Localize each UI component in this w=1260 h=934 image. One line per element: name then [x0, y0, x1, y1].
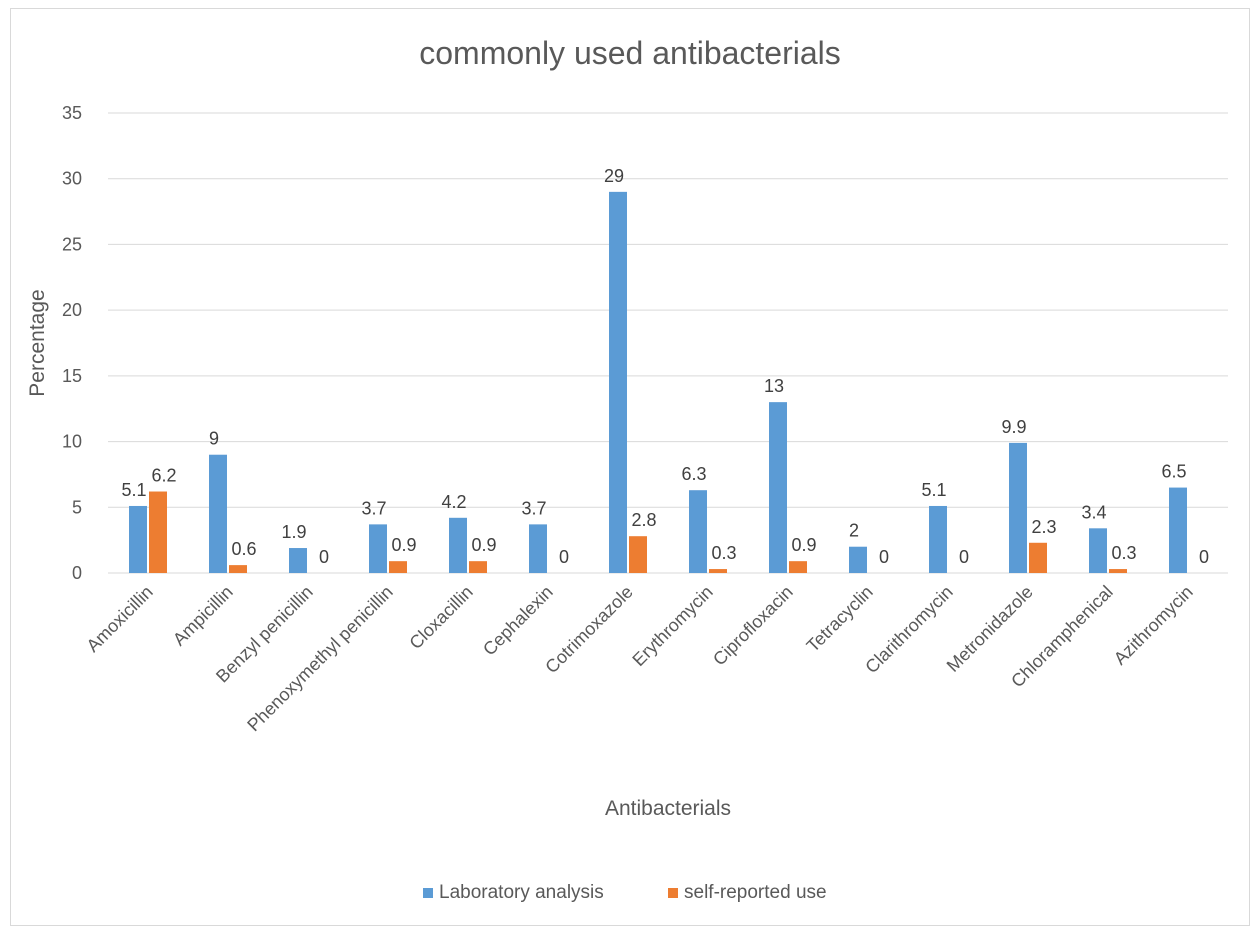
- y-tick-label: 5: [72, 497, 82, 517]
- y-tick-label: 35: [62, 103, 82, 123]
- legend-swatch: [423, 888, 433, 898]
- legend: Laboratory analysis self-reported use: [423, 882, 827, 903]
- x-category-label: Tetracyclin: [803, 582, 877, 656]
- bar: [389, 561, 407, 573]
- y-tick-label: 10: [62, 432, 82, 452]
- bar: [149, 491, 167, 573]
- data-labels: 5.16.290.61.903.70.94.20.93.70292.86.30.…: [121, 166, 1209, 567]
- bar: [1089, 528, 1107, 573]
- bar: [769, 402, 787, 573]
- y-tick-label: 15: [62, 366, 82, 386]
- data-label: 4.2: [441, 492, 466, 512]
- data-label: 0.6: [231, 539, 256, 559]
- data-label: 3.7: [521, 498, 546, 518]
- bar: [609, 191, 627, 573]
- data-label: 2.8: [631, 510, 656, 530]
- x-category-label: Cloxacillin: [405, 582, 476, 653]
- data-label: 5.1: [121, 480, 146, 500]
- bar: [709, 569, 727, 573]
- data-label: 1.9: [281, 522, 306, 542]
- chart-title: commonly used antibacterials: [419, 35, 841, 71]
- x-category-label: Phenoxymethyl penicillin: [243, 582, 397, 736]
- bar: [1029, 542, 1047, 573]
- y-tick-label: 25: [62, 234, 82, 254]
- bar: [289, 548, 307, 573]
- y-axis-ticks: 0 5 10 15 20 25 30 35: [62, 103, 82, 583]
- x-category-label: Ampicillin: [169, 582, 237, 650]
- y-tick-label: 20: [62, 300, 82, 320]
- bar: [209, 454, 227, 573]
- data-label: 0.9: [471, 535, 496, 555]
- bar: [449, 517, 467, 573]
- legend-label: Laboratory analysis: [439, 882, 604, 903]
- data-label: 0: [319, 547, 329, 567]
- data-label: 13: [764, 376, 784, 396]
- legend-label: self-reported use: [684, 882, 827, 903]
- bar: [849, 546, 867, 573]
- data-label: 9: [209, 429, 219, 449]
- data-label: 0: [879, 547, 889, 567]
- data-label: 6.2: [151, 466, 176, 486]
- data-label: 5.1: [921, 480, 946, 500]
- bar: [229, 565, 247, 573]
- data-label: 6.5: [1161, 462, 1186, 482]
- y-tick-label: 0: [72, 563, 82, 583]
- data-label: 6.3: [681, 464, 706, 484]
- bar: [689, 490, 707, 573]
- data-label: 2.3: [1031, 517, 1056, 537]
- data-label: 29: [604, 166, 624, 186]
- bar: [929, 505, 947, 573]
- bar: [1009, 442, 1027, 573]
- x-category-label: Ciprofloxacin: [709, 582, 797, 670]
- x-category-label: Cephalexin: [479, 582, 557, 660]
- data-label: 0.3: [1111, 543, 1136, 563]
- data-label: 0.9: [391, 535, 416, 555]
- bar: [469, 561, 487, 573]
- x-category-label: Azithromycin: [1110, 582, 1197, 669]
- data-label: 9.9: [1001, 417, 1026, 437]
- data-label: 0: [1199, 547, 1209, 567]
- data-label: 0.9: [791, 535, 816, 555]
- y-axis-title: Percentage: [26, 289, 49, 396]
- bar: [789, 561, 807, 573]
- data-label: 0: [959, 547, 969, 567]
- bar: [629, 536, 647, 573]
- bar: [529, 524, 547, 573]
- y-tick-label: 30: [62, 169, 82, 189]
- bar: [1109, 569, 1127, 573]
- data-label: 0.3: [711, 543, 736, 563]
- x-category-label: Amoxicillin: [83, 582, 157, 656]
- gridlines: [108, 112, 1228, 574]
- legend-swatch: [668, 888, 678, 898]
- bar: [369, 524, 387, 573]
- bar: [129, 505, 147, 573]
- data-label: 2: [849, 521, 859, 541]
- data-label: 3.4: [1081, 502, 1106, 522]
- x-category-label: Erythromycin: [628, 582, 716, 670]
- bar: [1169, 487, 1187, 573]
- data-label: 3.7: [361, 498, 386, 518]
- bars: [129, 191, 1187, 573]
- x-axis-title: Antibacterials: [605, 797, 731, 820]
- data-label: 0: [559, 547, 569, 567]
